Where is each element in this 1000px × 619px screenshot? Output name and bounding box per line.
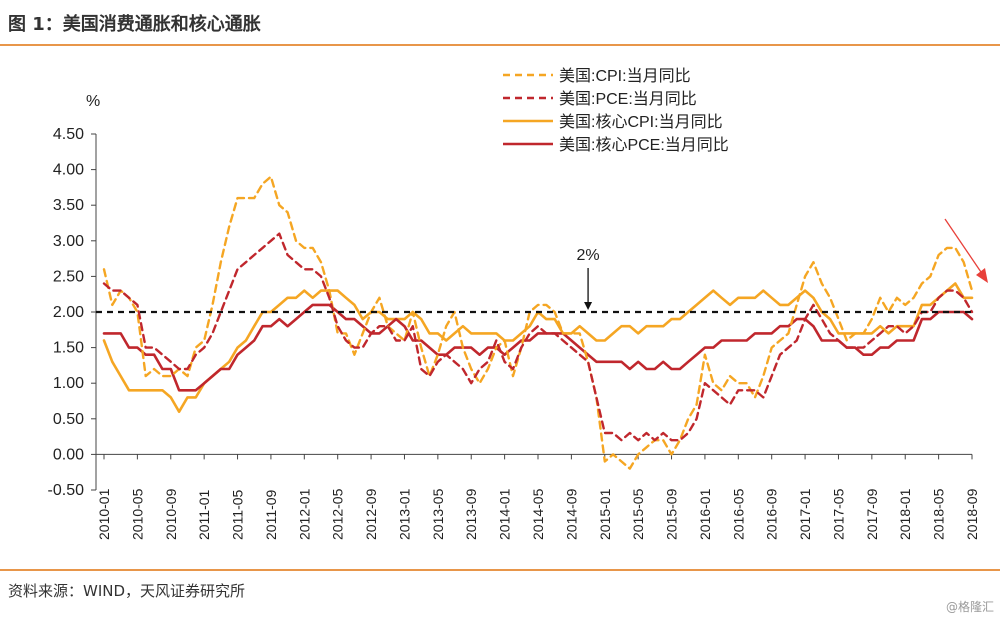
- series-line-0: [102, 175, 974, 470]
- x-tick-label: 2015-05: [630, 488, 646, 540]
- x-tick-label: 2013-05: [430, 488, 446, 540]
- y-tick-label: 3.50: [53, 197, 84, 214]
- x-tick-label: 2012-09: [363, 488, 379, 540]
- y-tick-label: 2.50: [53, 268, 84, 285]
- reference-arrow-head: [584, 302, 593, 310]
- y-axis-unit-label: %: [86, 93, 100, 110]
- figure-header: 图 1：美国消费通胀和核心通胀: [0, 0, 1000, 46]
- trend-arrow-head: [976, 268, 988, 283]
- legend-label-2: 美国:核心CPI:当月同比: [559, 113, 723, 131]
- figure-title: 图 1：美国消费通胀和核心通胀: [8, 14, 261, 35]
- legend-label-1: 美国:PCE:当月同比: [559, 90, 697, 108]
- x-tick-label: 2018-09: [964, 488, 980, 540]
- x-tick-label: 2011-09: [263, 489, 279, 540]
- x-tick-label: 2016-09: [764, 488, 780, 540]
- x-tick-label: 2018-05: [931, 488, 947, 540]
- footer-divider: [0, 569, 1000, 571]
- x-tick-label: 2018-01: [897, 488, 913, 540]
- x-tick-label: 2015-01: [597, 488, 613, 540]
- x-tick-label: 2010-05: [129, 488, 145, 540]
- x-tick-label: 2010-01: [96, 488, 112, 540]
- reference-line-label: 2%: [577, 247, 600, 264]
- y-tick-label: -0.50: [48, 482, 85, 499]
- axes-layer: 4.50 4.00 3.50 3.00 2.50 2.00 1.50 1.00 0.50 0.00…: [48, 93, 980, 540]
- x-tick-label: 2011-05: [230, 489, 246, 540]
- series-line-2: [102, 282, 974, 414]
- series-line-1: [102, 232, 974, 442]
- legend-label-0: 美国:CPI:当月同比: [559, 67, 691, 85]
- x-tick-label: 2012-05: [330, 488, 346, 540]
- series-line-3: [102, 303, 974, 392]
- y-tick-label: 4.00: [53, 162, 84, 179]
- x-tick-label: 2013-09: [463, 488, 479, 540]
- x-tick-label: 2016-01: [697, 488, 713, 540]
- source-note: 资料来源：WIND，天风证券研究所: [8, 582, 246, 600]
- series-layer: [102, 175, 974, 470]
- x-tick-label: 2017-01: [797, 488, 813, 540]
- x-tick-label: 2017-05: [830, 488, 846, 540]
- y-tick-label: 0.00: [53, 446, 84, 463]
- x-tick-label: 2013-01: [396, 488, 412, 540]
- x-tick-label: 2014-09: [563, 488, 579, 540]
- y-tick-label: 2.00: [53, 304, 84, 321]
- inflation-line-chart: 4.50 4.00 3.50 3.00 2.50 2.00 1.50 1.00 0.50 0.00…: [48, 67, 988, 540]
- legend-label-3: 美国:核心PCE:当月同比: [559, 136, 729, 154]
- y-tick-label: 4.50: [53, 126, 84, 143]
- x-tick-label: 2016-05: [730, 488, 746, 540]
- legend: 美国:CPI:当月同比美国:PCE:当月同比美国:核心CPI:当月同比美国:核心…: [503, 67, 729, 154]
- x-tick-label: 2017-09: [864, 488, 880, 540]
- y-tick-label: 1.00: [53, 375, 84, 392]
- x-tick-label: 2011-01: [196, 489, 212, 540]
- trend-arrow-shaft: [944, 218, 984, 276]
- header-divider: [0, 44, 1000, 46]
- watermark: @格隆汇: [945, 600, 994, 614]
- x-tick-label: 2014-05: [530, 488, 546, 540]
- x-tick-label: 2015-09: [664, 488, 680, 540]
- y-tick-label: 3.00: [53, 233, 84, 250]
- y-tick-label: 0.50: [53, 411, 84, 428]
- x-tick-label: 2012-01: [296, 488, 312, 540]
- y-tick-label: 1.50: [53, 340, 84, 357]
- x-tick-label: 2010-09: [163, 488, 179, 540]
- annotation-layer: 2%: [96, 218, 988, 314]
- x-tick-label: 2014-01: [497, 488, 513, 540]
